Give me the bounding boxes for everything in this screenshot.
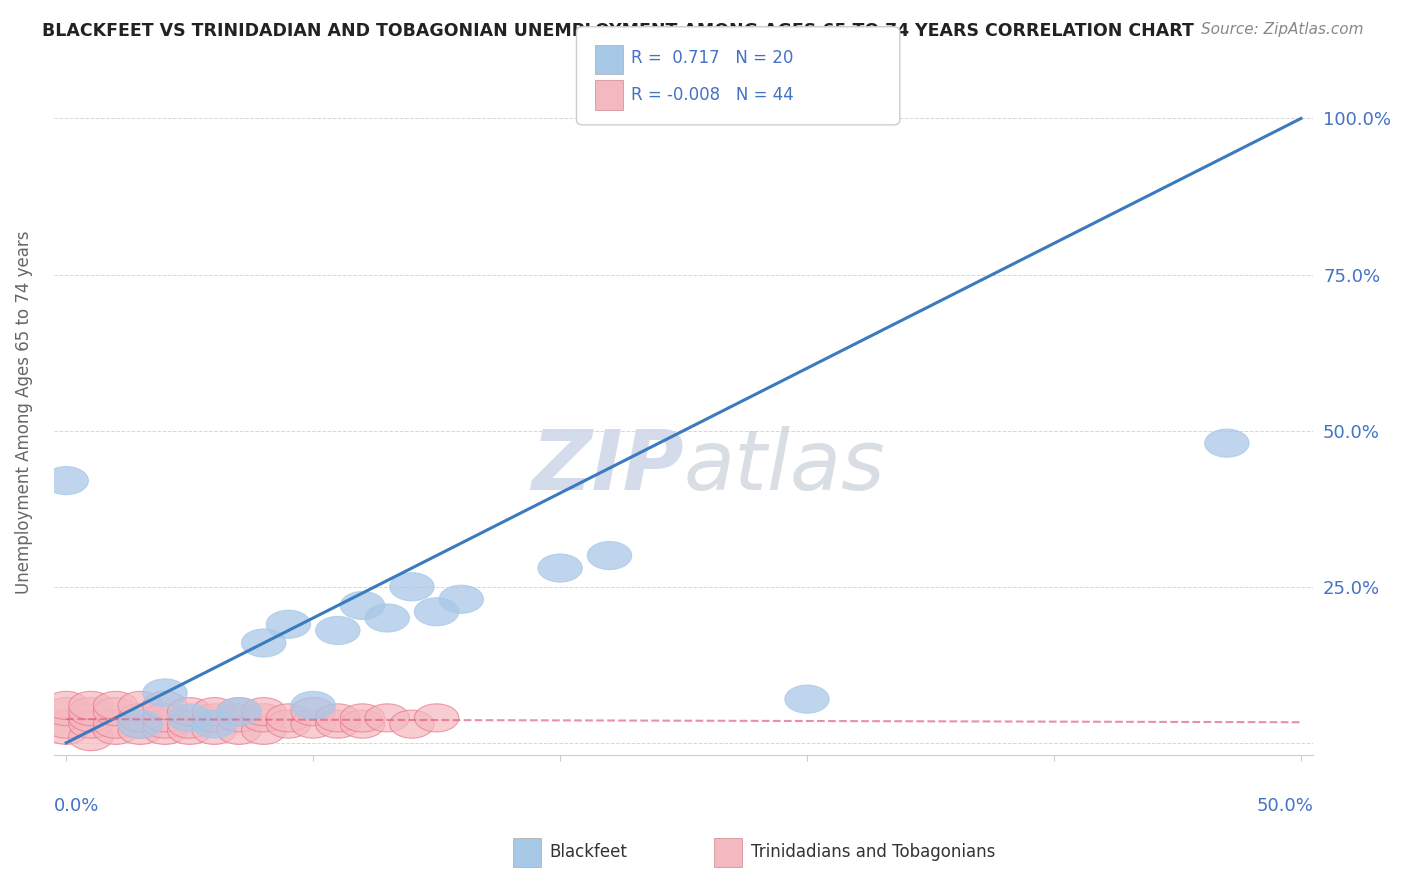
Ellipse shape	[118, 716, 163, 745]
Ellipse shape	[217, 698, 262, 726]
Ellipse shape	[143, 710, 187, 739]
Ellipse shape	[69, 704, 112, 732]
Ellipse shape	[315, 704, 360, 732]
Ellipse shape	[415, 704, 458, 732]
Ellipse shape	[266, 710, 311, 739]
Ellipse shape	[118, 691, 163, 720]
Text: ZIP: ZIP	[531, 426, 683, 508]
Ellipse shape	[785, 685, 830, 714]
Ellipse shape	[538, 554, 582, 582]
Ellipse shape	[366, 704, 409, 732]
Ellipse shape	[291, 691, 336, 720]
Y-axis label: Unemployment Among Ages 65 to 74 years: Unemployment Among Ages 65 to 74 years	[15, 230, 32, 594]
Ellipse shape	[366, 604, 409, 632]
Ellipse shape	[415, 598, 458, 626]
Ellipse shape	[69, 723, 112, 751]
Ellipse shape	[291, 710, 336, 739]
Ellipse shape	[242, 716, 285, 745]
Ellipse shape	[217, 698, 262, 726]
Ellipse shape	[118, 704, 163, 732]
Ellipse shape	[340, 591, 385, 620]
Ellipse shape	[315, 710, 360, 739]
Text: Trinidadians and Tobagonians: Trinidadians and Tobagonians	[751, 843, 995, 862]
Ellipse shape	[439, 585, 484, 614]
Ellipse shape	[315, 616, 360, 645]
Ellipse shape	[167, 698, 212, 726]
Ellipse shape	[69, 710, 112, 739]
Ellipse shape	[118, 710, 163, 739]
Ellipse shape	[193, 710, 236, 739]
Text: Blackfeet: Blackfeet	[550, 843, 627, 862]
Ellipse shape	[588, 541, 631, 570]
Ellipse shape	[266, 704, 311, 732]
Ellipse shape	[291, 698, 336, 726]
Ellipse shape	[193, 704, 236, 732]
Text: R = -0.008   N = 44: R = -0.008 N = 44	[631, 87, 794, 104]
Ellipse shape	[93, 716, 138, 745]
Ellipse shape	[242, 698, 285, 726]
Ellipse shape	[167, 704, 212, 732]
Ellipse shape	[143, 704, 187, 732]
Ellipse shape	[217, 704, 262, 732]
Ellipse shape	[266, 610, 311, 639]
Ellipse shape	[44, 710, 89, 739]
Ellipse shape	[118, 710, 163, 739]
Ellipse shape	[389, 710, 434, 739]
Ellipse shape	[69, 691, 112, 720]
Ellipse shape	[93, 691, 138, 720]
Text: Source: ZipAtlas.com: Source: ZipAtlas.com	[1201, 22, 1364, 37]
Ellipse shape	[44, 691, 89, 720]
Ellipse shape	[44, 716, 89, 745]
Text: atlas: atlas	[683, 426, 886, 508]
Ellipse shape	[44, 698, 89, 726]
Ellipse shape	[389, 573, 434, 601]
Ellipse shape	[217, 716, 262, 745]
Text: R =  0.717   N = 20: R = 0.717 N = 20	[631, 49, 793, 67]
Ellipse shape	[44, 467, 89, 495]
Ellipse shape	[242, 629, 285, 657]
Ellipse shape	[69, 698, 112, 726]
Ellipse shape	[242, 704, 285, 732]
Ellipse shape	[93, 698, 138, 726]
Ellipse shape	[167, 716, 212, 745]
Ellipse shape	[340, 704, 385, 732]
Ellipse shape	[340, 710, 385, 739]
Text: 50.0%: 50.0%	[1257, 797, 1313, 814]
Ellipse shape	[93, 710, 138, 739]
Ellipse shape	[193, 716, 236, 745]
Ellipse shape	[1205, 429, 1249, 458]
Text: 0.0%: 0.0%	[53, 797, 100, 814]
Ellipse shape	[143, 716, 187, 745]
Ellipse shape	[143, 691, 187, 720]
Ellipse shape	[143, 679, 187, 707]
Ellipse shape	[167, 710, 212, 739]
Ellipse shape	[193, 698, 236, 726]
Text: BLACKFEET VS TRINIDADIAN AND TOBAGONIAN UNEMPLOYMENT AMONG AGES 65 TO 74 YEARS C: BLACKFEET VS TRINIDADIAN AND TOBAGONIAN …	[42, 22, 1194, 40]
